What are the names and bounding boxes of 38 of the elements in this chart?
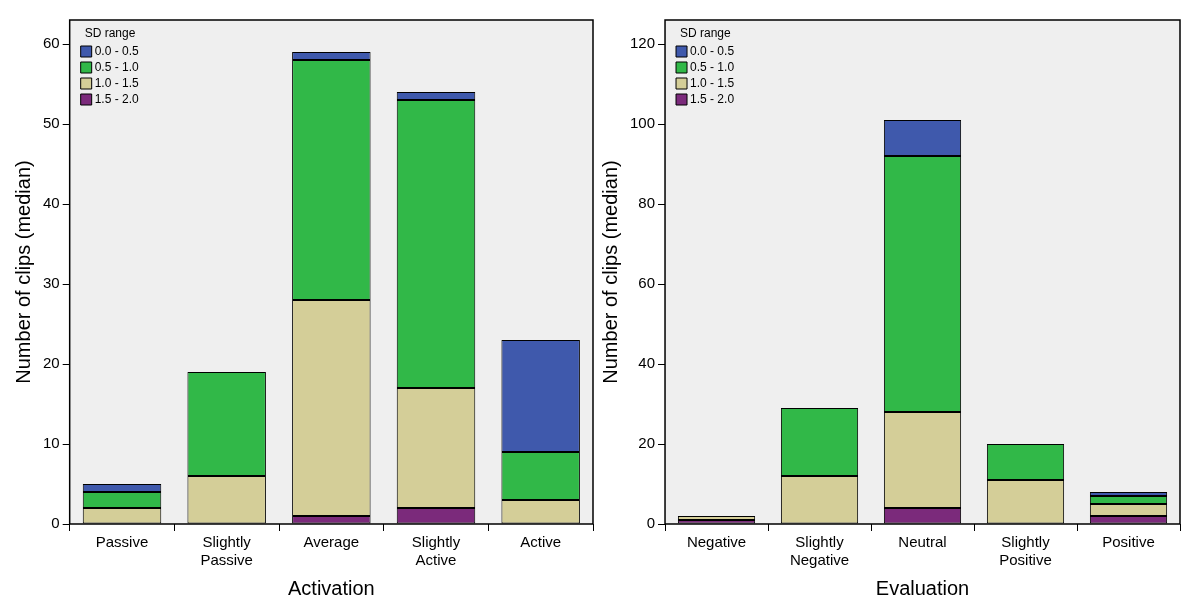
x-tick-label: Passive [95,533,149,551]
x-tick-label: Slightly Active [411,533,461,569]
x-tick-label: Active [520,533,562,551]
y-tick-label: 80 [638,194,656,212]
legend-label: 0.5 - 1.0 [94,59,140,74]
x-tick-label: Slightly Positive [999,533,1052,569]
x-tick-label: Negative [686,533,747,551]
legend-title: SD range [84,26,136,41]
x-tick-label: Positive [1102,533,1155,551]
legend-label: 1.0 - 1.5 [94,75,140,90]
y-tick-label: 40 [638,354,656,372]
legend-label: 1.5 - 2.0 [94,91,140,106]
y-tick-label: 120 [630,34,656,52]
y-tick-label: 20 [43,354,60,372]
y-axis-title: Number of clips (median) [598,160,621,384]
y-tick-label: 0 [646,514,656,532]
y-tick-label: 10 [43,434,60,452]
legend-label: 0.0 - 0.5 [94,43,140,58]
legend-label: 1.5 - 2.0 [690,91,735,106]
x-axis-title: Activation [287,576,375,599]
legend-label: 0.0 - 0.5 [690,43,735,58]
x-axis-title: Evaluation [875,576,970,599]
y-tick-label: 40 [43,194,60,212]
y-tick-label: 100 [630,114,656,132]
x-tick-label: Slightly Negative [789,533,850,569]
x-tick-label: Neutral [898,533,947,551]
y-tick-label: 20 [638,434,656,452]
y-tick-label: 60 [43,34,60,52]
y-tick-label: 60 [638,274,656,292]
y-tick-label: 0 [51,514,60,532]
x-tick-label: Slightly Passive [200,533,253,569]
legend-title: SD range [680,26,732,41]
y-axis-title: Number of clips (median) [11,160,34,384]
legend-label: 1.0 - 1.5 [690,75,735,90]
legend-label: 0.5 - 1.0 [690,59,735,74]
y-tick-label: 30 [43,274,60,292]
x-tick-label: Average [303,533,360,551]
y-tick-label: 50 [43,114,60,132]
